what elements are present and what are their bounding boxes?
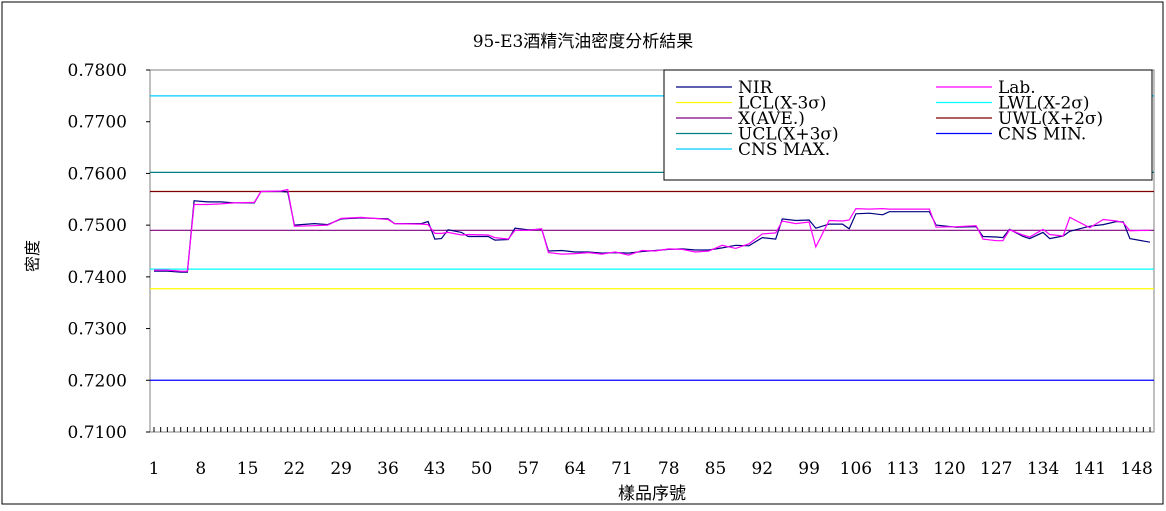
x-axis-label: 樣品序號 bbox=[618, 484, 686, 504]
x-tick-label: 71 bbox=[611, 459, 633, 479]
x-tick-label: 99 bbox=[798, 459, 820, 479]
x-tick-label: 36 bbox=[377, 459, 399, 479]
y-tick-label: 0.7500 bbox=[68, 216, 127, 236]
x-tick-label: 50 bbox=[471, 459, 493, 479]
y-tick-label: 0.7700 bbox=[68, 113, 127, 133]
y-axis-label: 密度 bbox=[23, 240, 42, 272]
x-tick-label: 29 bbox=[330, 459, 352, 479]
y-tick-label: 0.7800 bbox=[68, 61, 127, 81]
x-tick-label: 22 bbox=[284, 459, 306, 479]
y-tick-label: 0.7400 bbox=[68, 268, 127, 288]
legend-box bbox=[663, 69, 1153, 181]
y-tick-label: 0.7600 bbox=[68, 164, 127, 184]
x-tick-label: 148 bbox=[1120, 459, 1152, 479]
x-tick-label: 92 bbox=[751, 459, 773, 479]
y-axis: 0.7800 0.7700 0.7600 0.7500 0.7400 0.7300 0.72… bbox=[68, 61, 150, 443]
x-tick-label: 106 bbox=[840, 459, 872, 479]
legend: NIR Lab. LCL(X-3σ) LWL(X-2σ) X(AVE.) UWL(X+2σ… bbox=[663, 69, 1153, 181]
chart-title: 95-E3酒精汽油密度分析結果 bbox=[473, 32, 694, 52]
legend-label: X(AVE.) bbox=[738, 109, 805, 129]
y-tick-label: 0.7300 bbox=[68, 320, 127, 340]
x-tick-label: 141 bbox=[1074, 459, 1106, 479]
x-tick-label: 134 bbox=[1027, 459, 1059, 479]
x-tick-label: 1 bbox=[149, 459, 160, 479]
legend-label: UWL(X+2σ) bbox=[998, 109, 1103, 129]
x-axis: 1 8 15 22 29 36 43 50 57 64 71 78 85 92 99 106 113 120 127… bbox=[149, 427, 1153, 479]
legend-label: Lab. bbox=[998, 78, 1036, 98]
x-tick-label: 64 bbox=[564, 459, 586, 479]
legend-label: LCL(X-3σ) bbox=[738, 94, 827, 114]
x-tick-label: 8 bbox=[195, 459, 206, 479]
series-line bbox=[154, 188, 1151, 272]
legend-label: NIR bbox=[738, 78, 774, 98]
x-tick-label: 113 bbox=[886, 459, 918, 479]
x-tick-label: 57 bbox=[518, 459, 540, 479]
y-tick-label: 0.7100 bbox=[68, 423, 127, 443]
legend-label: LWL(X-2σ) bbox=[998, 94, 1090, 114]
x-tick-label: 127 bbox=[980, 459, 1012, 479]
x-tick-label: 85 bbox=[705, 459, 727, 479]
x-tick-label: 120 bbox=[933, 459, 965, 479]
legend-label: UCL(X+3σ) bbox=[738, 125, 839, 145]
x-tick-label: 15 bbox=[237, 459, 259, 479]
legend-label: CNS MIN. bbox=[998, 125, 1086, 145]
x-tick-label: 43 bbox=[424, 459, 446, 479]
x-tick-label: 78 bbox=[658, 459, 680, 479]
y-tick-label: 0.7200 bbox=[68, 371, 127, 391]
legend-label: CNS MAX. bbox=[738, 140, 830, 160]
series-lines bbox=[154, 188, 1151, 273]
